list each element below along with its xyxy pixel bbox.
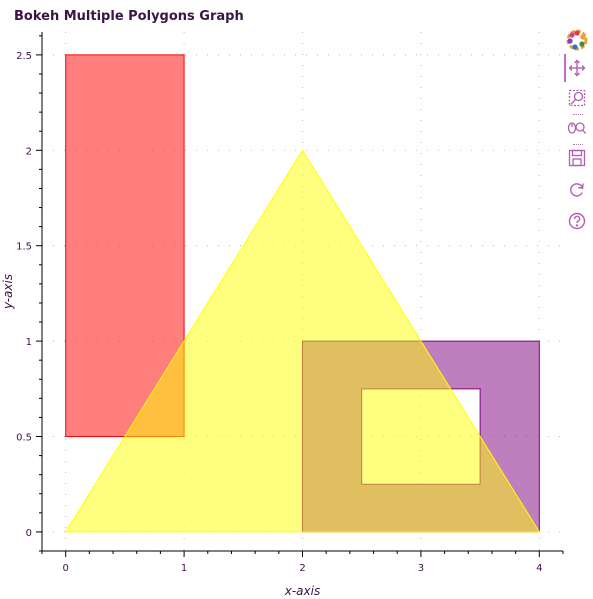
y-tick-label: 1 bbox=[26, 337, 32, 348]
y-tick-label: 0.5 bbox=[16, 433, 32, 444]
save-icon[interactable] bbox=[563, 144, 591, 172]
y-tick-label: 0 bbox=[26, 528, 32, 539]
toolbar-divider bbox=[573, 144, 583, 145]
x-tick-label: 1 bbox=[181, 563, 187, 574]
y-tick-label: 2 bbox=[26, 146, 32, 157]
pan-icon[interactable] bbox=[563, 54, 591, 82]
polygon-3[interactable] bbox=[64, 149, 541, 533]
reset-icon[interactable] bbox=[563, 176, 591, 204]
wheel-zoom-icon[interactable] bbox=[563, 114, 591, 142]
x-tick-label: 2 bbox=[299, 563, 305, 574]
y-tick-label: 1.5 bbox=[16, 242, 32, 253]
toolbar-divider bbox=[573, 114, 583, 115]
active-tool-indicator bbox=[564, 54, 566, 82]
chart-title: Bokeh Multiple Polygons Graph bbox=[14, 9, 244, 24]
y-axis-label: y-axis bbox=[1, 274, 15, 310]
x-tick-label: 0 bbox=[62, 563, 68, 574]
x-tick-label: 3 bbox=[418, 563, 424, 574]
x-axis-label: x-axis bbox=[284, 584, 320, 598]
x-tick-label: 4 bbox=[536, 563, 542, 574]
y-tick-label: 2.5 bbox=[16, 51, 32, 62]
box-zoom-icon[interactable] bbox=[563, 84, 591, 112]
help-icon[interactable] bbox=[563, 207, 591, 235]
bokeh-logo-icon[interactable] bbox=[563, 26, 591, 54]
